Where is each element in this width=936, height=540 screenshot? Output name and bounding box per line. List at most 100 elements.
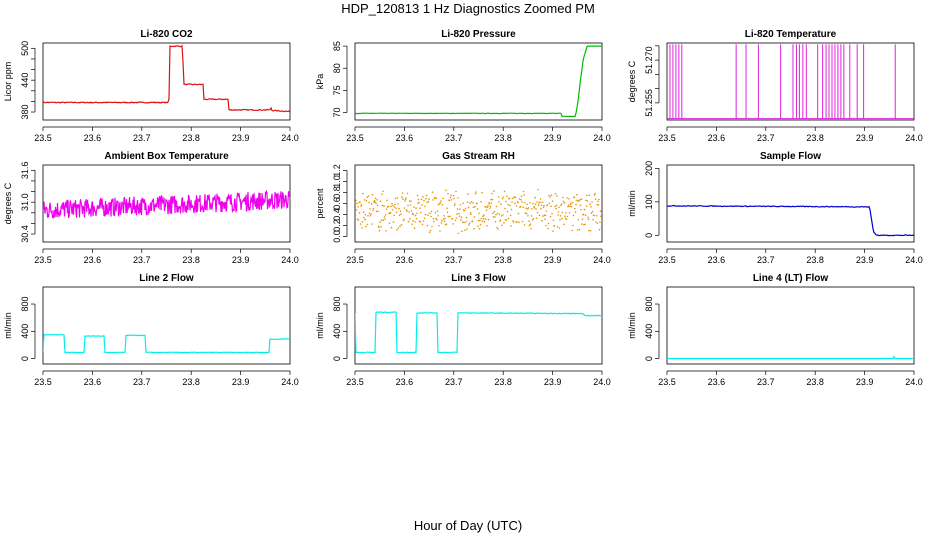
- x-tick-label: 23.5: [658, 377, 676, 387]
- data-point: [492, 212, 494, 215]
- data-point: [531, 219, 534, 221]
- series-line: [43, 333, 290, 354]
- data-point: [355, 209, 358, 211]
- data-point: [534, 196, 536, 199]
- data-point: [482, 217, 485, 220]
- x-tick-label: 23.7: [445, 377, 463, 387]
- data-point: [479, 223, 482, 226]
- data-point: [355, 215, 357, 217]
- data-point: [454, 203, 456, 205]
- data-point: [543, 204, 545, 207]
- data-point: [536, 211, 539, 214]
- panel-title: Line 2 Flow: [139, 273, 194, 284]
- data-point: [544, 218, 546, 220]
- data-point: [463, 221, 465, 224]
- x-tick-label: 23.6: [708, 255, 726, 265]
- data-point: [566, 197, 568, 199]
- data-point: [500, 215, 503, 217]
- data-point: [551, 212, 553, 215]
- data-point: [460, 218, 462, 221]
- data-point: [580, 209, 582, 211]
- data-point: [523, 224, 526, 226]
- data-point: [557, 211, 560, 213]
- data-point: [361, 227, 363, 229]
- data-point: [544, 214, 547, 217]
- data-point: [381, 204, 384, 207]
- x-tick-label: 23.7: [133, 377, 151, 387]
- data-point: [385, 208, 388, 210]
- data-point: [443, 220, 446, 222]
- chart-panel-4: Ambient Box Temperature degrees C 23.5 23.6…: [3, 151, 299, 265]
- x-tick-label: 23.6: [396, 133, 414, 143]
- data-point: [508, 197, 511, 199]
- data-point: [507, 217, 510, 220]
- y-axis-label: degrees C: [3, 182, 13, 224]
- data-point: [393, 206, 396, 208]
- y-tick-label: 400: [332, 324, 342, 339]
- data-point: [396, 229, 398, 231]
- data-point: [554, 205, 556, 208]
- data-point: [502, 196, 505, 198]
- data-point: [572, 224, 574, 227]
- data-point: [537, 204, 540, 206]
- y-tick-label: 800: [644, 297, 654, 312]
- data-point: [566, 215, 569, 218]
- data-point: [408, 200, 411, 202]
- data-point: [360, 205, 362, 207]
- panel-title: Li-820 Pressure: [441, 29, 516, 40]
- data-point: [468, 224, 470, 226]
- data-point: [436, 210, 439, 212]
- data-point: [505, 219, 508, 221]
- data-point: [410, 200, 412, 202]
- data-point: [394, 197, 397, 200]
- x-tick-label: 24.0: [593, 133, 611, 143]
- data-point: [437, 215, 439, 217]
- data-point: [424, 213, 427, 216]
- y-tick-label: 100: [644, 194, 654, 209]
- data-point: [456, 213, 458, 215]
- data-point: [429, 229, 432, 232]
- data-point: [434, 196, 436, 199]
- data-point: [446, 207, 448, 209]
- data-point: [459, 208, 461, 210]
- data-point: [461, 230, 463, 232]
- data-point: [564, 215, 566, 217]
- data-point: [428, 231, 431, 233]
- x-tick-label: 23.8: [806, 377, 824, 387]
- data-point: [531, 208, 533, 210]
- data-point: [366, 196, 368, 198]
- data-point: [587, 218, 590, 221]
- data-point: [458, 212, 460, 215]
- series-line: [43, 189, 290, 219]
- data-point: [588, 194, 591, 196]
- x-tick-label: 24.0: [281, 255, 299, 265]
- data-point: [485, 209, 488, 211]
- data-point: [563, 202, 566, 204]
- data-point: [424, 205, 426, 208]
- data-point: [527, 207, 530, 209]
- data-point: [526, 208, 529, 210]
- data-point: [457, 197, 459, 199]
- data-point: [555, 204, 558, 207]
- data-point: [509, 204, 511, 207]
- y-tick-label: 70: [332, 107, 342, 117]
- data-point: [578, 199, 580, 202]
- plot-frame: [666, 164, 915, 243]
- panel-title: Line 3 Flow: [451, 273, 506, 284]
- x-tick-label: 23.6: [84, 133, 102, 143]
- data-point: [528, 220, 530, 223]
- series-line: [43, 44, 290, 113]
- data-point: [490, 198, 492, 201]
- y-tick-label: 0.8: [332, 186, 342, 199]
- data-point: [598, 228, 601, 231]
- data-point: [473, 228, 475, 230]
- data-point: [518, 198, 521, 200]
- data-point: [523, 194, 525, 196]
- y-tick-label: 1.0: [332, 175, 342, 188]
- data-point: [465, 216, 468, 219]
- data-point: [425, 197, 427, 200]
- data-point: [355, 196, 356, 198]
- data-point: [497, 228, 499, 230]
- data-point: [422, 220, 425, 222]
- data-point: [364, 213, 367, 216]
